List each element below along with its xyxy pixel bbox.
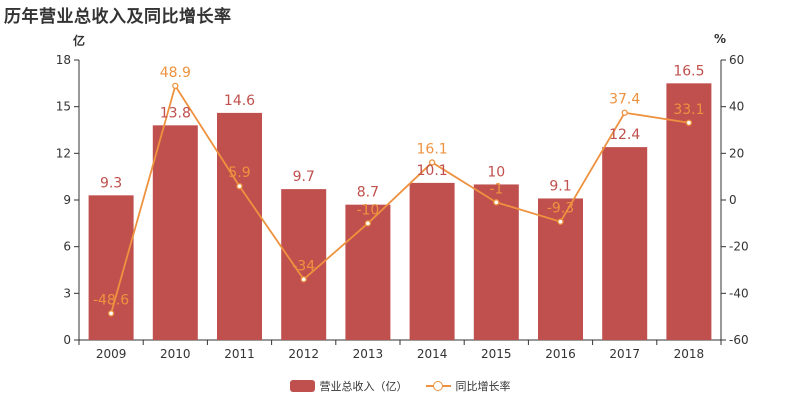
growth-point-label: -1 (489, 181, 503, 197)
revenue-bar-label: 16.5 (673, 63, 704, 79)
left-axis-tick-label: 0 (63, 333, 71, 347)
growth-point (493, 199, 500, 206)
legend-label-growth: 同比增长率 (455, 380, 511, 393)
x-axis-tick-label: 2015 (481, 347, 512, 361)
growth-point (300, 276, 307, 283)
growth-point-label: -10 (356, 202, 379, 218)
revenue-bar (281, 189, 327, 340)
right-axis-unit: % (714, 32, 727, 46)
growth-point (621, 109, 628, 116)
revenue-bar (473, 184, 519, 340)
legend-label-revenue: 营业总收入（亿） (319, 380, 408, 393)
revenue-bar (602, 147, 648, 340)
legend-bar-swatch (289, 380, 315, 392)
left-axis-tick-label: 18 (56, 53, 71, 67)
growth-point (107, 310, 115, 317)
growth-point-label: -34 (292, 258, 315, 274)
revenue-bar-label: 9.7 (293, 169, 315, 185)
right-axis-tick-label: -40 (729, 286, 749, 300)
revenue-bar (345, 204, 391, 340)
growth-point-label: 48.9 (160, 65, 191, 81)
growth-point-label: 37.4 (609, 92, 640, 108)
right-axis-tick-label: 0 (729, 193, 737, 207)
growth-point-label: 16.1 (417, 141, 448, 157)
revenue-bar-label: 10.1 (417, 163, 448, 179)
right-axis-tick-label: 20 (729, 146, 744, 160)
x-axis-tick-label: 2009 (96, 347, 127, 361)
right-axis-tick-label: -20 (729, 240, 749, 254)
left-axis-tick-label: 6 (63, 240, 71, 254)
growth-point-label: -48.6 (93, 292, 129, 308)
revenue-bar-label: 14.6 (224, 93, 255, 109)
x-axis-tick-label: 2018 (674, 347, 705, 361)
revenue-bar-label: 8.7 (357, 185, 379, 201)
growth-point-label: 5.9 (228, 165, 250, 181)
legend: 营业总收入（亿） 同比增长率 (0, 378, 800, 394)
chart-title: 历年营业总收入及同比增长率 (4, 7, 232, 27)
revenue-bar-label: 9.1 (549, 178, 571, 194)
revenue-bar (88, 195, 134, 340)
revenue-bar (666, 83, 712, 340)
x-axis-tick-label: 2012 (288, 347, 319, 361)
left-axis-tick-label: 9 (63, 193, 71, 207)
revenue-bar-label: 10 (487, 164, 505, 180)
growth-point (557, 218, 564, 225)
growth-point-label: 33.1 (673, 102, 704, 118)
left-axis-unit: 亿 (73, 34, 86, 48)
growth-point (172, 82, 179, 90)
x-axis-tick-label: 2014 (417, 347, 448, 361)
x-axis-tick-label: 2017 (609, 347, 640, 361)
growth-line (110, 83, 690, 314)
left-axis-tick-label: 15 (56, 100, 71, 114)
growth-point (364, 220, 372, 227)
growth-point-label: -9.3 (547, 201, 574, 217)
revenue-bar-label: 12.4 (609, 127, 640, 143)
right-axis-tick-label: 60 (729, 53, 744, 67)
x-axis-tick-label: 2011 (224, 347, 255, 361)
left-axis-tick-label: 3 (63, 286, 71, 300)
x-axis-tick-label: 2016 (545, 347, 576, 361)
growth-point (685, 119, 693, 126)
revenue-bar-label: 9.3 (100, 175, 122, 191)
revenue-bar (217, 112, 262, 340)
x-axis-tick-label: 2013 (353, 347, 384, 361)
legend-item-growth[interactable]: 同比增长率 (425, 378, 511, 394)
revenue-bar (152, 125, 198, 340)
right-axis-tick-label: -60 (729, 333, 749, 347)
legend-item-revenue[interactable]: 营业总收入（亿） (289, 378, 408, 394)
growth-point (428, 159, 436, 166)
revenue-bar (409, 182, 455, 340)
right-axis-tick-label: 40 (729, 100, 744, 114)
growth-point (236, 183, 243, 190)
legend-line-swatch (425, 380, 451, 392)
revenue-bar-label: 13.8 (160, 105, 191, 121)
x-axis-tick-label: 2010 (160, 347, 191, 361)
left-axis-tick-label: 12 (56, 146, 71, 160)
